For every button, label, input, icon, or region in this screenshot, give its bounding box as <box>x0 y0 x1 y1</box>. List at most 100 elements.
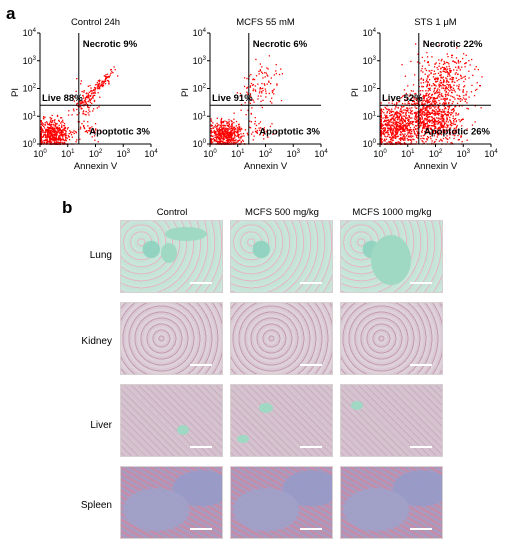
data-point <box>396 131 399 133</box>
data-point <box>422 107 424 109</box>
data-point <box>81 101 83 103</box>
data-point <box>433 141 435 143</box>
data-point <box>479 85 481 87</box>
data-point <box>441 77 443 79</box>
data-point <box>433 87 436 90</box>
data-point <box>44 139 47 141</box>
data-point <box>447 75 449 77</box>
data-point <box>249 126 251 128</box>
data-point <box>417 128 419 130</box>
data-point <box>226 138 228 140</box>
data-point <box>422 124 424 126</box>
histology-liver-control <box>120 384 223 457</box>
data-point <box>395 122 397 125</box>
x-tick-label: 100 <box>373 149 387 159</box>
data-point <box>383 120 386 122</box>
data-point <box>65 134 68 136</box>
data-point <box>421 102 423 104</box>
data-point <box>432 83 434 85</box>
data-point <box>392 128 395 130</box>
data-point <box>48 123 50 126</box>
data-point <box>224 129 227 131</box>
data-point <box>400 139 402 142</box>
data-point <box>59 141 62 143</box>
data-point <box>460 119 462 121</box>
data-point <box>437 113 439 115</box>
data-point <box>63 129 65 131</box>
data-point <box>80 83 82 85</box>
data-point <box>415 135 418 137</box>
data-point <box>422 128 424 130</box>
data-point <box>427 136 429 138</box>
data-point <box>441 87 443 89</box>
data-point <box>437 117 439 119</box>
data-point <box>443 123 445 126</box>
data-point <box>399 124 402 126</box>
data-point <box>445 137 447 139</box>
data-point <box>381 125 383 127</box>
data-point <box>61 126 63 128</box>
data-point <box>453 109 455 111</box>
data-point <box>218 134 220 137</box>
data-point <box>55 123 57 125</box>
data-point <box>93 94 95 97</box>
data-point <box>431 125 433 127</box>
data-point <box>280 68 282 70</box>
data-point <box>446 79 448 82</box>
data-point <box>235 125 237 127</box>
data-point <box>43 141 46 144</box>
data-point <box>232 137 234 139</box>
data-point <box>474 68 476 70</box>
data-point <box>96 107 98 109</box>
data-point <box>427 101 429 103</box>
data-point <box>477 69 479 71</box>
data-point <box>225 132 227 135</box>
data-point <box>218 128 220 130</box>
data-point <box>464 98 466 100</box>
data-point <box>77 121 79 123</box>
data-point <box>80 108 83 110</box>
data-point <box>222 142 224 144</box>
data-point <box>53 131 55 133</box>
data-point <box>228 138 230 140</box>
data-point <box>47 135 49 138</box>
data-point <box>411 140 413 142</box>
data-point <box>462 97 465 99</box>
data-point <box>58 129 60 132</box>
data-point <box>458 62 460 64</box>
data-point <box>50 117 53 120</box>
data-point <box>438 65 440 67</box>
data-point <box>230 141 233 143</box>
data-point <box>433 91 435 93</box>
data-point <box>441 118 443 120</box>
data-point <box>226 124 228 127</box>
data-point <box>63 142 65 144</box>
data-point <box>468 70 470 72</box>
data-point <box>221 129 223 131</box>
data-point <box>51 133 53 135</box>
data-point <box>428 93 431 95</box>
data-point <box>214 124 217 126</box>
data-point <box>428 88 431 91</box>
data-point <box>229 135 231 137</box>
quadrant-label-apoptotic: Apoptotic 3% <box>259 126 320 137</box>
data-point <box>56 123 58 125</box>
data-point <box>227 131 229 134</box>
data-point <box>467 108 469 110</box>
data-point <box>102 84 104 86</box>
data-point <box>62 119 64 121</box>
data-point <box>434 63 436 65</box>
data-point <box>103 82 105 84</box>
data-point <box>423 106 425 108</box>
data-point <box>451 142 453 144</box>
data-point <box>446 124 448 126</box>
data-point <box>252 131 254 133</box>
data-point <box>216 129 218 131</box>
data-point <box>394 121 396 124</box>
data-point <box>403 94 405 97</box>
data-point <box>228 136 230 138</box>
data-point <box>461 119 463 121</box>
data-point <box>399 134 401 136</box>
data-point <box>429 89 431 91</box>
data-point <box>444 111 446 113</box>
